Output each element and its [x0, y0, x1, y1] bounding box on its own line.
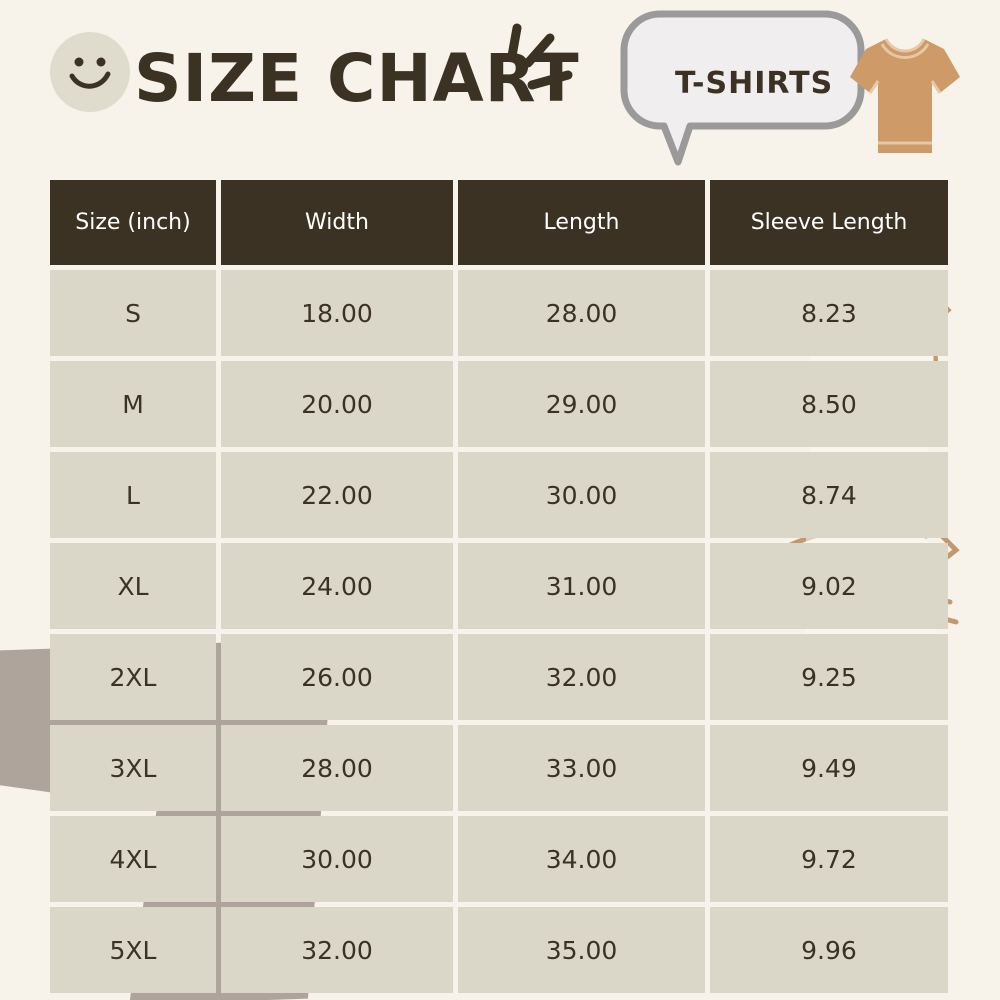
cell-width: 24.00	[221, 543, 453, 629]
cell-length: 33.00	[458, 725, 705, 811]
cell-width: 30.00	[221, 816, 453, 902]
cell-size: 4XL	[50, 816, 216, 902]
column-header-length: Length	[458, 180, 705, 265]
cell-length: 30.00	[458, 452, 705, 538]
column-header-size: Size (inch)	[50, 180, 216, 265]
column-header-width: Width	[221, 180, 453, 265]
table-row: 5XL 32.00 35.00 9.96	[50, 907, 948, 993]
category-label: T-SHIRTS	[675, 66, 834, 101]
cell-sleeve: 9.72	[710, 816, 948, 902]
cell-width: 20.00	[221, 361, 453, 447]
cell-length: 28.00	[458, 270, 705, 356]
cell-width: 18.00	[221, 270, 453, 356]
table-row: L 22.00 30.00 8.74	[50, 452, 948, 538]
table-row: 4XL 30.00 34.00 9.72	[50, 816, 948, 902]
column-header-sleeve-length: Sleeve Length	[710, 180, 948, 265]
cell-length: 29.00	[458, 361, 705, 447]
table-row: S 18.00 28.00 8.23	[50, 270, 948, 356]
cell-length: 31.00	[458, 543, 705, 629]
cell-sleeve: 9.96	[710, 907, 948, 993]
cell-sleeve: 9.02	[710, 543, 948, 629]
sparkle-icon	[507, 23, 573, 90]
table-header-row: Size (inch) Width Length Sleeve Length	[50, 180, 948, 265]
table-row: 2XL 26.00 32.00 9.25	[50, 634, 948, 720]
cell-width: 28.00	[221, 725, 453, 811]
table-row: 3XL 28.00 33.00 9.49	[50, 725, 948, 811]
cell-size: M	[50, 361, 216, 447]
cell-length: 32.00	[458, 634, 705, 720]
cell-size: 3XL	[50, 725, 216, 811]
cell-width: 32.00	[221, 907, 453, 993]
cell-width: 26.00	[221, 634, 453, 720]
cell-size: XL	[50, 543, 216, 629]
cell-sleeve: 8.50	[710, 361, 948, 447]
cell-size: L	[50, 452, 216, 538]
page-title: SIZE CHART	[134, 40, 580, 117]
cell-sleeve: 8.23	[710, 270, 948, 356]
cell-size: 5XL	[50, 907, 216, 993]
cell-size: S	[50, 270, 216, 356]
cell-length: 34.00	[458, 816, 705, 902]
cell-size: 2XL	[50, 634, 216, 720]
cell-width: 22.00	[221, 452, 453, 538]
category-bubble: T-SHIRTS	[620, 4, 870, 169]
cell-sleeve: 9.49	[710, 725, 948, 811]
cell-length: 35.00	[458, 907, 705, 993]
cell-sleeve: 9.25	[710, 634, 948, 720]
table-row: M 20.00 29.00 8.50	[50, 361, 948, 447]
table-row: XL 24.00 31.00 9.02	[50, 543, 948, 629]
size-table: Size (inch) Width Length Sleeve Length S…	[50, 180, 948, 993]
smiley-icon	[50, 32, 130, 112]
tshirt-icon	[850, 38, 960, 153]
cell-sleeve: 8.74	[710, 452, 948, 538]
